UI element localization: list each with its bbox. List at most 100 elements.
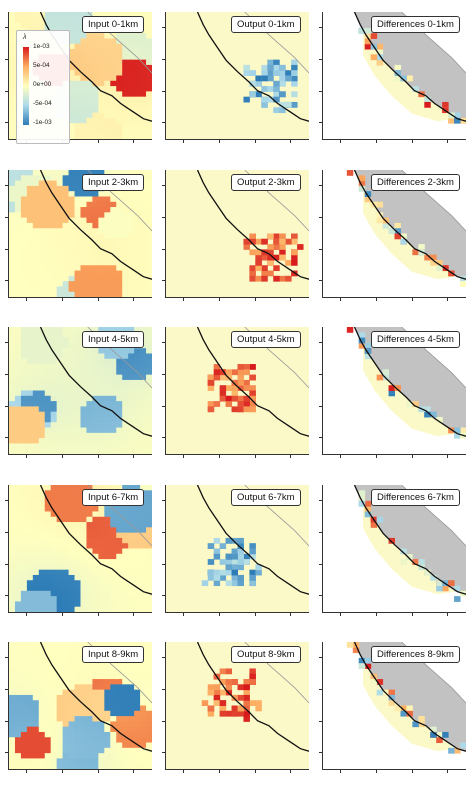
heatmap-cell <box>134 590 141 597</box>
heatmap-cell <box>213 684 221 691</box>
heatmap-cell <box>74 369 81 376</box>
heatmap-cell <box>86 527 93 534</box>
heatmap-cell <box>110 49 117 55</box>
heatmap-cell <box>146 390 152 397</box>
heatmap-cell <box>56 522 64 528</box>
heatmap-cell <box>38 364 46 370</box>
heatmap-cell <box>128 548 135 555</box>
heatmap-cell <box>134 700 141 706</box>
heatmap-cell <box>74 342 81 349</box>
heatmap-cell <box>74 416 81 423</box>
heatmap-cell <box>110 438 117 444</box>
x-tick <box>218 769 220 773</box>
y-tick <box>5 27 9 29</box>
heatmap-cell <box>98 212 105 219</box>
heatmap-cell <box>225 668 233 675</box>
heatmap-cell <box>56 569 64 576</box>
heatmap-cell <box>80 254 87 261</box>
heatmap-cell <box>291 249 298 256</box>
heatmap-cell <box>122 233 129 240</box>
heatmap-cell <box>86 395 93 402</box>
heatmap-cell <box>134 244 141 250</box>
heatmap-cell <box>92 548 99 555</box>
heatmap-cell <box>140 747 147 754</box>
heatmap-cell <box>128 606 135 612</box>
heatmap-cell <box>86 191 93 197</box>
heatmap-cell <box>140 43 147 50</box>
heatmap-cell <box>98 207 105 213</box>
heatmap-cell <box>44 485 52 491</box>
heatmap-cell <box>128 700 135 706</box>
y-tick <box>5 373 9 375</box>
heatmap-cell <box>86 438 93 444</box>
heatmap-cell <box>50 668 58 675</box>
heatmap-cell <box>273 80 280 87</box>
heatmap-cell <box>92 291 99 297</box>
heatmap-cell <box>50 694 58 701</box>
heatmap-cell <box>134 259 141 266</box>
heatmap-cell <box>38 569 46 576</box>
heatmap-cell <box>110 574 117 581</box>
heatmap-cell <box>110 59 117 66</box>
heatmap-cell <box>14 694 22 701</box>
heatmap-cell <box>285 259 292 266</box>
heatmap-cell <box>267 259 274 266</box>
map-panel-differences: Differences 2-3km <box>319 170 466 301</box>
x-tick <box>411 139 413 143</box>
heatmap-cell <box>128 212 135 219</box>
heatmap-cell <box>237 564 244 571</box>
heatmap-cell <box>26 265 34 272</box>
heatmap-cell <box>128 543 135 549</box>
heatmap-cell <box>80 265 87 272</box>
heatmap-cell <box>249 249 256 256</box>
heatmap-cell <box>32 527 40 534</box>
heatmap-cell <box>9 438 16 444</box>
heatmap-cell <box>98 485 105 491</box>
heatmap-cell <box>134 348 141 354</box>
heatmap-cell <box>44 270 52 277</box>
heatmap-cell <box>128 668 135 675</box>
heatmap-cell <box>32 522 40 528</box>
heatmap-cell <box>134 663 141 669</box>
heatmap-cell <box>98 642 105 648</box>
heatmap-cell <box>243 70 250 76</box>
heatmap-cell <box>80 353 87 360</box>
heatmap-cell <box>80 606 87 612</box>
heatmap-cell <box>44 443 52 450</box>
heatmap-cell <box>110 432 117 439</box>
heatmap-cell <box>249 543 256 549</box>
x-tick <box>447 769 449 773</box>
heatmap-cell <box>140 217 147 224</box>
heatmap-cell <box>14 358 22 365</box>
heatmap-cell <box>44 647 52 654</box>
x-tick <box>26 297 28 301</box>
heatmap-cell <box>454 585 461 592</box>
heatmap-cell <box>110 673 117 680</box>
heatmap-cell <box>412 559 419 565</box>
heatmap-cell <box>225 537 233 544</box>
heatmap-cell <box>32 495 40 502</box>
heatmap-cell <box>110 416 117 423</box>
heatmap-cell <box>56 275 64 282</box>
heatmap-cell <box>134 548 141 555</box>
heatmap-cell <box>9 217 16 224</box>
heatmap-cell <box>225 395 233 402</box>
heatmap-cell <box>38 527 46 534</box>
heatmap-cell <box>394 385 401 391</box>
heatmap-cell <box>454 112 461 119</box>
heatmap-cell <box>62 416 70 423</box>
heatmap-cell <box>20 527 28 534</box>
heatmap-cell <box>32 22 40 29</box>
heatmap-cell <box>14 737 22 744</box>
heatmap-cell <box>110 443 117 450</box>
heatmap-cell <box>110 511 117 518</box>
heatmap-cell <box>116 601 123 608</box>
heatmap-cell <box>92 758 99 765</box>
heatmap-cell <box>68 763 76 769</box>
heatmap-cell <box>86 679 93 685</box>
heatmap-cell <box>98 379 105 386</box>
heatmap-cell <box>14 406 22 413</box>
heatmap-cell <box>20 275 28 282</box>
heatmap-cell <box>122 406 129 413</box>
heatmap-cell <box>32 731 40 738</box>
